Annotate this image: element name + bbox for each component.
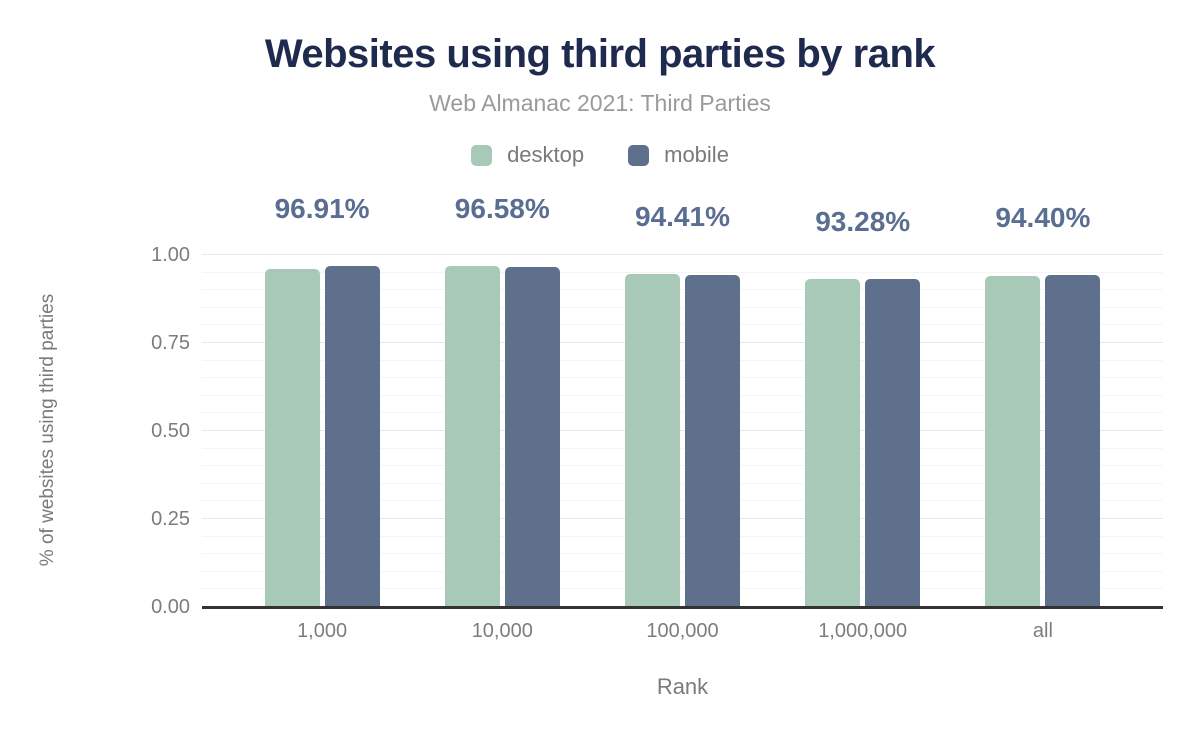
- gridline-minor: [202, 500, 1163, 502]
- gridline-minor: [202, 289, 1163, 291]
- bar-desktop-1000: [264, 268, 320, 607]
- bar-desktop-1000000: [805, 279, 861, 607]
- gridline-minor: [202, 412, 1163, 414]
- bar-desktop-all: [985, 276, 1041, 607]
- legend-label-desktop: desktop: [507, 142, 585, 167]
- gridline-minor: [202, 570, 1163, 572]
- bar-desktop-10000: [444, 265, 500, 607]
- gridline-minor: [202, 553, 1163, 555]
- data-label-1000: 96.91%: [274, 192, 370, 224]
- bar-mobile-10000: [504, 267, 560, 607]
- legend-label-mobile: mobile: [664, 142, 729, 167]
- gridline-minor: [202, 271, 1163, 273]
- data-label-100000: 94.41%: [635, 201, 730, 233]
- gridline-minor: [202, 324, 1163, 326]
- desktop-swatch: [471, 144, 493, 166]
- chart-subtitle: Web Almanac 2021: Third Parties: [429, 90, 771, 116]
- x-axis-title: Rank: [656, 674, 709, 699]
- gridline-minor: [202, 588, 1163, 590]
- gridline-minor: [202, 394, 1163, 396]
- plot-area: 96.91% 96.58% 94.41% 93.28% 94.40%: [202, 194, 1163, 609]
- gridline-minor: [202, 482, 1163, 484]
- y-tick-label: 1.00: [151, 244, 190, 266]
- gridline-minor: [202, 377, 1163, 379]
- y-tick-label: 0.25: [151, 508, 190, 530]
- x-tick-labels: 1,000 10,000 100,000 1,000,000 all: [202, 618, 1163, 644]
- bar-desktop-100000: [625, 274, 680, 607]
- x-axis-line: [202, 606, 1163, 609]
- gridline-major: [202, 342, 1163, 343]
- gridline-minor: [202, 465, 1163, 467]
- data-label-10000: 96.58%: [454, 192, 550, 224]
- legend: desktop mobile: [0, 142, 1200, 168]
- gridline-major: [202, 518, 1163, 519]
- gridline-minor: [202, 447, 1163, 449]
- bar-mobile-100000: [685, 274, 740, 607]
- data-label-all: 94.40%: [995, 201, 1091, 233]
- gridline-major: [202, 430, 1163, 431]
- legend-item-mobile: mobile: [628, 142, 729, 168]
- x-tick-label-1000: 1,000: [297, 620, 348, 642]
- bar-mobile-1000: [324, 265, 380, 607]
- mobile-swatch: [628, 144, 650, 166]
- gridline-minor: [202, 306, 1163, 308]
- gridline-major: [202, 254, 1163, 255]
- gridline-minor: [202, 535, 1163, 537]
- y-tick-label: 0.75: [151, 332, 190, 354]
- y-tick-label: 0.00: [151, 596, 190, 618]
- bar-mobile-1000000: [865, 278, 921, 607]
- y-tick-labels: 0.00 0.25 0.50 0.75 1.00: [0, 245, 190, 617]
- y-tick-label: 0.50: [151, 420, 190, 442]
- x-tick-label-all: all: [1032, 620, 1053, 642]
- bar-mobile-all: [1045, 274, 1101, 607]
- data-label-1000000: 93.28%: [815, 205, 911, 237]
- gridline-minor: [202, 359, 1163, 361]
- legend-item-desktop: desktop: [471, 142, 584, 168]
- chart-title: Websites using third parties by rank: [264, 32, 936, 76]
- x-tick-label-1000000: 1,000,000: [818, 620, 908, 642]
- x-tick-label-10000: 10,000: [471, 620, 533, 642]
- x-tick-label-100000: 100,000: [646, 620, 719, 642]
